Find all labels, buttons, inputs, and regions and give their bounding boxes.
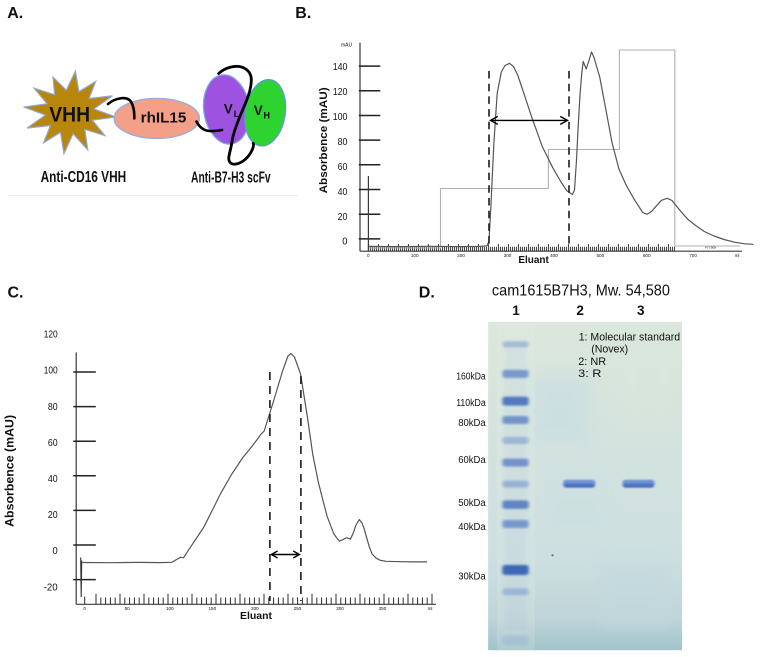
svg-text:2: NR: 2: NR [578, 356, 606, 368]
svg-text:3: 3 [637, 303, 645, 318]
svg-text:250: 250 [294, 606, 302, 611]
svg-text:50kDa: 50kDa [458, 498, 486, 509]
svg-text:2: 2 [576, 303, 584, 318]
svg-text:100: 100 [166, 606, 174, 611]
svg-text:400: 400 [550, 253, 558, 258]
svg-text:(Novex): (Novex) [591, 344, 628, 356]
svg-text:rhIL15: rhIL15 [141, 110, 187, 127]
svg-text:700: 700 [689, 253, 697, 258]
svg-text:ml: ml [428, 606, 433, 611]
svg-text:H: H [264, 111, 271, 121]
svg-text:Absorbence (mAU): Absorbence (mAU) [318, 87, 330, 193]
svg-text:200: 200 [457, 253, 465, 258]
svg-text:A.: A. [7, 5, 23, 22]
svg-text:150: 150 [208, 606, 216, 611]
svg-text:3: R: 3: R [578, 368, 601, 380]
svg-text:0: 0 [367, 253, 370, 258]
svg-text:110kDa: 110kDa [456, 398, 486, 409]
svg-text:PI rack: PI rack [705, 245, 716, 249]
svg-text:50: 50 [125, 606, 131, 611]
svg-text:Eluant: Eluant [518, 255, 549, 266]
svg-text:300: 300 [504, 253, 512, 258]
svg-text:0: 0 [53, 545, 58, 557]
svg-text:80kDa: 80kDa [458, 418, 486, 429]
svg-text:100: 100 [333, 111, 348, 123]
svg-text:C.: C. [8, 284, 24, 301]
svg-text:500: 500 [596, 253, 604, 258]
svg-text:300: 300 [336, 606, 344, 611]
svg-text:20: 20 [48, 509, 58, 521]
svg-text:350: 350 [379, 606, 387, 611]
svg-text:60: 60 [48, 437, 58, 449]
svg-text:ml: ml [735, 253, 740, 258]
svg-text:D.: D. [419, 284, 435, 301]
svg-text:Anti-B7-H3 scFv: Anti-B7-H3 scFv [191, 170, 271, 187]
svg-text:80: 80 [48, 401, 58, 413]
svg-text:B.: B. [295, 5, 311, 22]
svg-text:40kDa: 40kDa [458, 522, 486, 533]
svg-text:60kDa: 60kDa [458, 455, 486, 466]
svg-text:30kDa: 30kDa [458, 571, 486, 582]
svg-text:-20: -20 [44, 581, 58, 593]
svg-text:600: 600 [643, 253, 651, 258]
svg-text:1: Molecular standard: 1: Molecular standard [579, 332, 680, 344]
svg-text:Eluant: Eluant [240, 610, 273, 622]
svg-text:40: 40 [48, 473, 58, 485]
svg-text:120: 120 [333, 86, 348, 98]
svg-text:200: 200 [251, 606, 259, 611]
svg-text:V: V [224, 101, 233, 116]
svg-text:160kDa: 160kDa [456, 371, 486, 382]
svg-text:60: 60 [338, 161, 348, 173]
svg-text:1: 1 [512, 303, 520, 318]
svg-text:40: 40 [338, 186, 348, 198]
svg-text:100: 100 [411, 253, 419, 258]
svg-text:mAU: mAU [341, 43, 353, 49]
svg-text:cam1615B7H3, Mw. 54,580: cam1615B7H3, Mw. 54,580 [492, 283, 670, 300]
svg-text:L: L [234, 109, 240, 119]
svg-text:140: 140 [333, 61, 348, 73]
svg-text:120: 120 [44, 329, 58, 341]
svg-text:0: 0 [342, 236, 347, 248]
svg-text:VHH: VHH [49, 103, 90, 127]
svg-text:100: 100 [44, 365, 58, 377]
svg-text:V: V [254, 103, 263, 118]
svg-text:80: 80 [338, 136, 348, 148]
svg-text:20: 20 [338, 211, 348, 223]
svg-text:Absorbence (mAU): Absorbence (mAU) [2, 415, 16, 527]
svg-text:Anti-CD16 VHH: Anti-CD16 VHH [41, 169, 127, 186]
svg-text:0: 0 [83, 606, 86, 611]
